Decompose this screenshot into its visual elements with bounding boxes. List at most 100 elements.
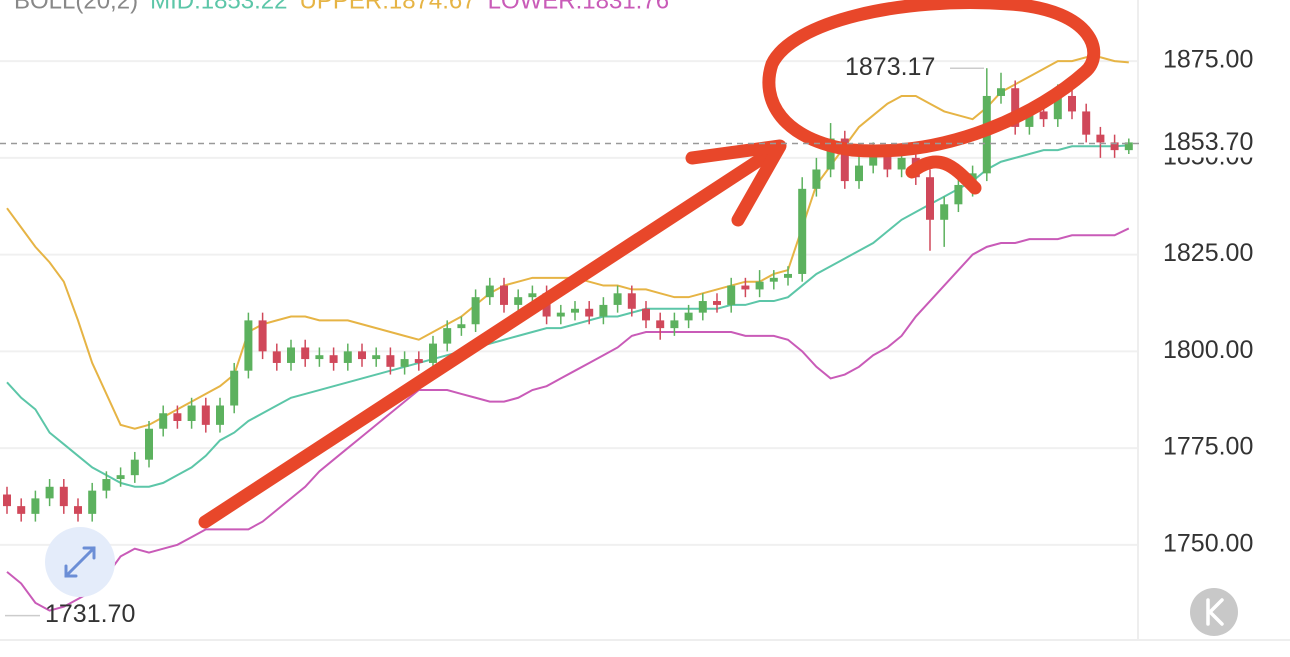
candle-body: [88, 490, 97, 514]
grid: [0, 60, 1138, 546]
candle-body: [74, 506, 82, 514]
candle-body: [301, 347, 310, 360]
candle-body: [1011, 88, 1020, 127]
band-line: [6, 144, 1129, 488]
legend-entry: LOWER:1831.76: [488, 0, 669, 14]
candle-body: [216, 405, 224, 425]
candle-body: [713, 301, 721, 305]
candle-body: [883, 154, 892, 170]
candle-body: [130, 459, 139, 476]
annotation-arrow: [198, 141, 785, 529]
candle-body: [869, 154, 878, 166]
candle-body: [414, 359, 423, 363]
candle-body: [1082, 111, 1091, 135]
candle-body: [145, 428, 153, 460]
last-price-bg: [1150, 127, 1270, 158]
candle-body: [599, 304, 608, 317]
candle-body: [429, 343, 437, 363]
candle-body: [670, 320, 679, 329]
candle-body: [514, 297, 523, 305]
candle-body: [258, 320, 267, 352]
collapse-button[interactable]: [1190, 588, 1238, 636]
candle-body: [343, 351, 352, 363]
candle-body: [954, 184, 963, 205]
legend-entry: UPPER:1874.67: [300, 0, 476, 14]
collapse-button-bg[interactable]: [1190, 588, 1238, 636]
candle-body: [471, 297, 480, 325]
candle-body: [769, 277, 778, 282]
candle-body: [940, 204, 949, 220]
candle-body: [855, 165, 863, 182]
candle-body: [684, 312, 693, 321]
candle-body: [329, 355, 338, 363]
candle-body: [642, 308, 650, 321]
candle-body: [1025, 111, 1034, 127]
candle-body: [443, 328, 452, 344]
candle-body: [656, 320, 665, 329]
candle-body: [17, 506, 26, 514]
candle-body: [485, 285, 494, 298]
y-tick-label: 1775.00: [1163, 433, 1253, 461]
candle-body: [755, 281, 764, 290]
candle-body: [1110, 142, 1119, 151]
high-marker-label: 1873.17: [845, 53, 935, 81]
y-tick-label: 1825.00: [1163, 239, 1253, 267]
candle-body: [840, 138, 849, 182]
annotation-circle: [762, 0, 1101, 158]
candle-body: [500, 285, 508, 305]
candle-body: [116, 475, 125, 480]
candle-body: [201, 405, 210, 425]
candle-body: [784, 273, 792, 278]
candle-body: [173, 413, 182, 421]
candle-body: [358, 351, 366, 360]
candle-body: [45, 486, 54, 499]
candle-body: [3, 494, 11, 507]
candle-body: [556, 312, 565, 317]
legend-entry: MID:1853.22: [150, 0, 287, 14]
candle-body: [613, 293, 622, 305]
candle-body: [159, 413, 168, 429]
band-line: [6, 56, 1129, 430]
expand-icon[interactable]: [64, 546, 96, 578]
candle-body: [698, 301, 707, 313]
candle-body: [187, 405, 196, 421]
candle-body: [230, 370, 239, 406]
candle-body: [272, 351, 281, 363]
candle-body: [926, 177, 934, 220]
y-tick-label: 1875.00: [1163, 46, 1253, 74]
candle-body: [1096, 134, 1105, 143]
y-tick-label: 1750.00: [1163, 529, 1253, 557]
candle-body: [400, 359, 409, 367]
candle-body: [585, 308, 594, 317]
candle-body: [826, 138, 835, 170]
candle-body: [727, 285, 736, 305]
candle-body: [627, 293, 636, 309]
candle-body: [315, 355, 324, 360]
candle-body: [59, 486, 68, 507]
y-tick-label: 1800.00: [1163, 336, 1253, 364]
candle-body: [1068, 95, 1076, 112]
candle-body: [528, 293, 537, 298]
annotation-tail: [905, 155, 982, 195]
candle-body: [1124, 142, 1133, 151]
candle-body: [372, 355, 381, 360]
candle-body: [571, 308, 579, 313]
candle-body: [287, 347, 295, 363]
collapse-icon[interactable]: [1206, 598, 1224, 626]
expand-button[interactable]: [45, 527, 115, 597]
candle-body: [798, 188, 807, 274]
candle-body: [741, 285, 750, 290]
candle-body: [457, 324, 466, 329]
candle-body: [31, 498, 40, 514]
candle-body: [244, 320, 253, 371]
indicator-label: BOLL(20,2): [14, 0, 138, 14]
last-price-label: 1853.70: [1163, 128, 1253, 156]
band-line: [6, 227, 1130, 612]
candle-body: [812, 169, 821, 189]
candle-body: [102, 479, 111, 491]
candle-body: [1053, 95, 1062, 120]
low-marker-label: 1731.70: [45, 600, 135, 628]
annotation-arrowhead: [685, 139, 787, 227]
candle-body: [997, 88, 1005, 96]
